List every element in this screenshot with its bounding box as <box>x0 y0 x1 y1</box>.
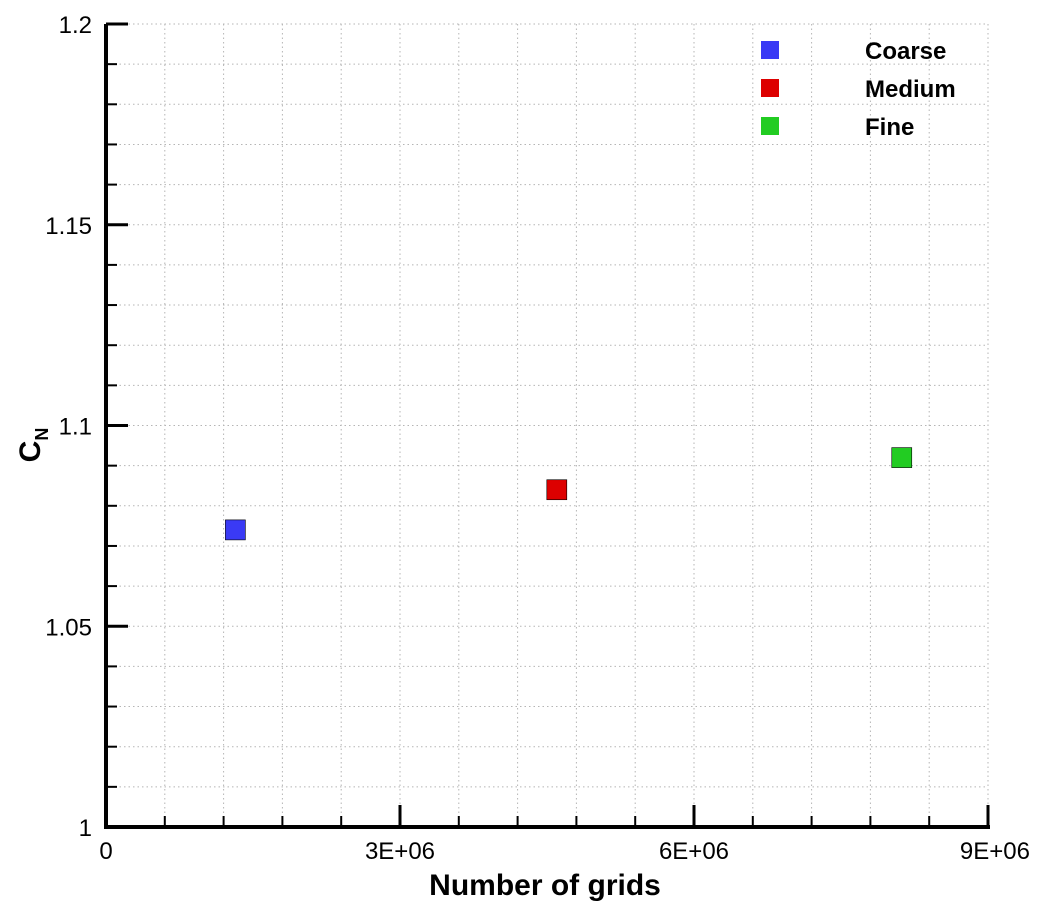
x-tick-label: 6E+06 <box>659 838 729 865</box>
legend-swatch-medium <box>761 79 779 97</box>
data-point-fine <box>891 447 913 468</box>
legend-swatch-coarse <box>761 41 779 59</box>
data-point-medium <box>546 479 568 501</box>
x-tick-label: 9E+06 <box>960 838 1030 865</box>
x-tick-label: 3E+06 <box>365 838 435 865</box>
data-points <box>225 447 913 541</box>
data-point-coarse <box>225 519 246 541</box>
x-tick-labels: 0 3E+06 6E+06 9E+06 <box>99 838 1030 865</box>
x-tick-label: 0 <box>99 838 112 865</box>
legend-label-coarse: Coarse <box>865 38 946 65</box>
legend-label-fine: Fine <box>865 114 914 141</box>
y-tick-label: 1.2 <box>59 12 92 39</box>
y-axis-title-subscript: N <box>32 428 52 441</box>
y-tick-label: 1 <box>79 815 92 842</box>
y-axis-title: CN <box>14 428 52 463</box>
y-tick-label: 1.05 <box>45 614 92 641</box>
x-axis-title: Number of grids <box>429 869 661 902</box>
grid-lines <box>106 23 989 827</box>
legend-swatch-fine <box>761 117 779 135</box>
legend-label-medium: Medium <box>865 76 956 103</box>
y-axis-title-main: C <box>14 441 47 463</box>
y-tick-label: 1.1 <box>59 414 92 441</box>
legend: Coarse Medium Fine <box>761 38 956 141</box>
y-tick-labels: 1 1.05 1.1 1.15 1.2 <box>45 12 92 842</box>
y-tick-label: 1.15 <box>45 213 92 240</box>
svg-text:CN: CN <box>14 428 52 463</box>
